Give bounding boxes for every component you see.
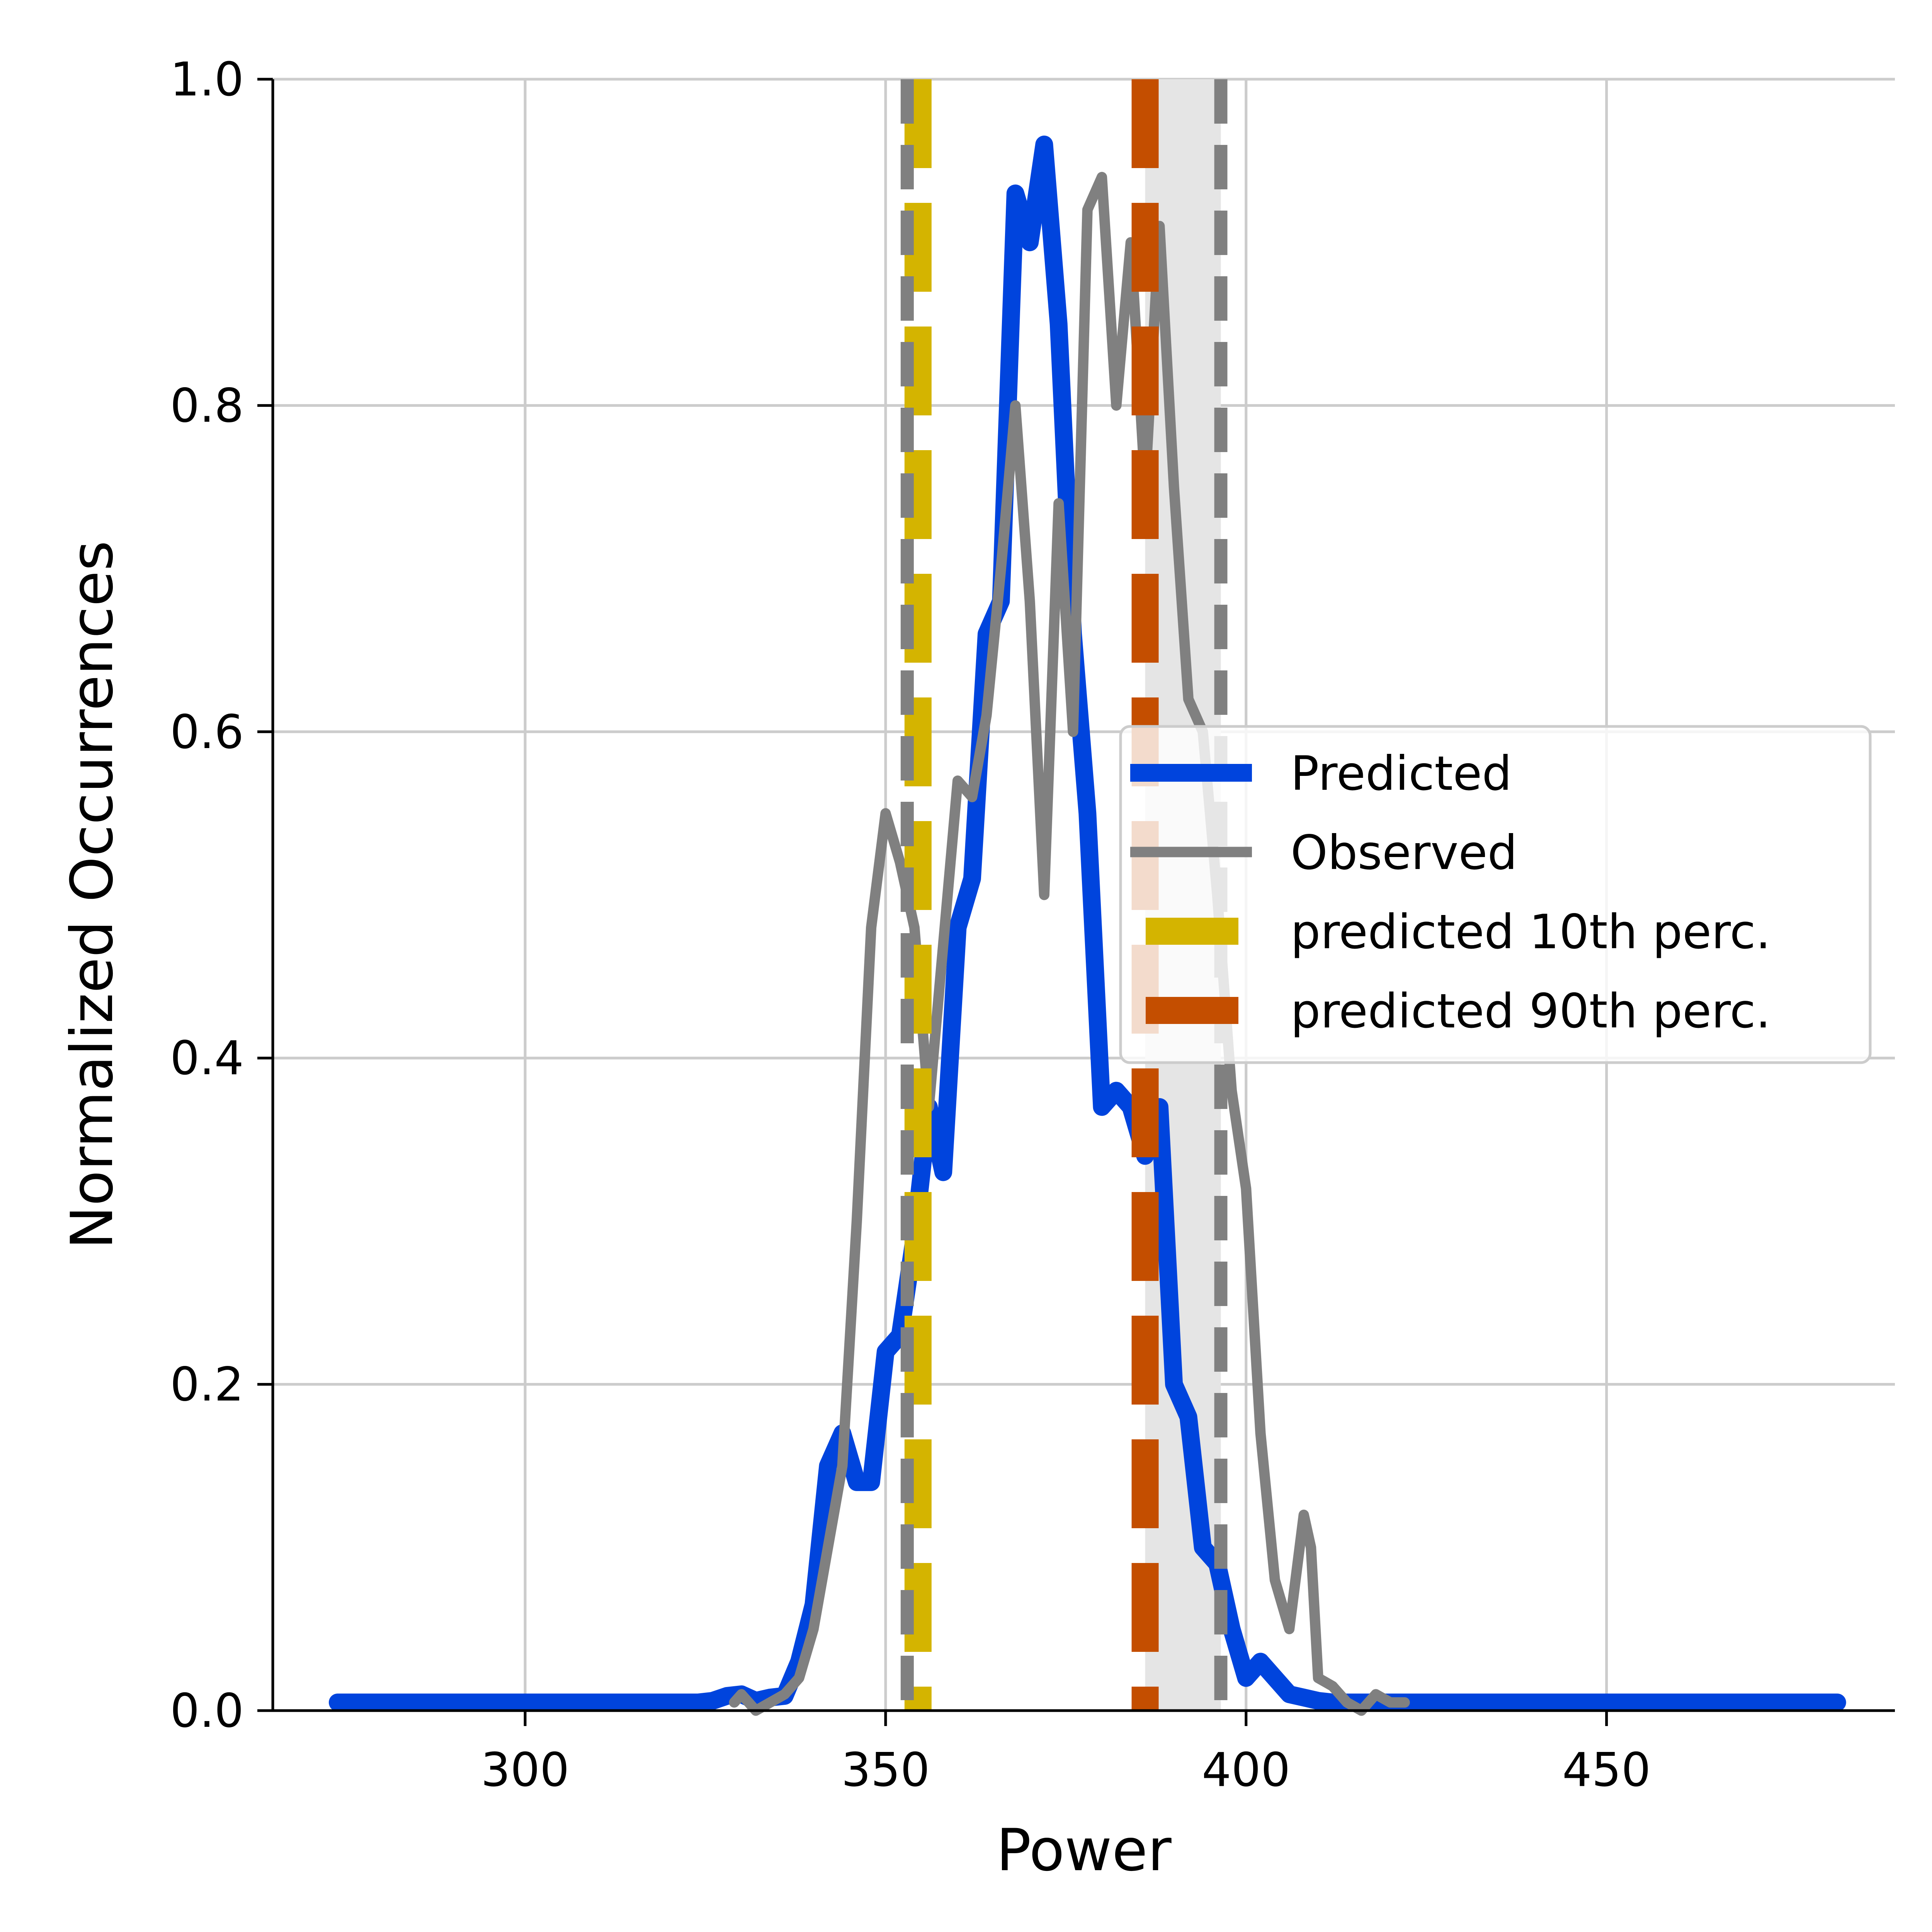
legend-label: Predicted xyxy=(1291,746,1512,801)
y-tick-label: 0.2 xyxy=(170,1358,244,1412)
y-tick-label: 1.0 xyxy=(170,53,244,107)
axes xyxy=(271,79,1895,1712)
y-tick-label: 0.0 xyxy=(170,1684,244,1738)
legend-box xyxy=(1119,725,1872,1064)
legend: Predicted Observed predicted 10th perc. pre… xyxy=(1119,725,1872,1064)
y-tick-label: 0.4 xyxy=(170,1032,244,1085)
y-tick-label: 0.6 xyxy=(170,706,244,759)
legend-label: predicted 90th perc. xyxy=(1291,984,1771,1039)
legend-label: predicted 10th perc. xyxy=(1291,905,1771,959)
ticks: 300 350 400 450 0.0 0.2 0.4 0.6 0.8 1.0 xyxy=(170,53,1651,1797)
y-tick-label: 0.8 xyxy=(170,379,244,433)
x-tick-label: 300 xyxy=(481,1743,569,1797)
x-axis-label: Power xyxy=(996,1817,1172,1884)
x-tick-label: 350 xyxy=(841,1743,930,1797)
legend-label: Observed xyxy=(1291,825,1517,880)
series-line-observed xyxy=(729,172,1410,1716)
y-axis-label: Normalized Occurrences xyxy=(59,541,126,1249)
x-tick-label: 450 xyxy=(1562,1743,1651,1797)
series-layer xyxy=(328,135,1846,1716)
x-tick-label: 400 xyxy=(1202,1743,1290,1797)
